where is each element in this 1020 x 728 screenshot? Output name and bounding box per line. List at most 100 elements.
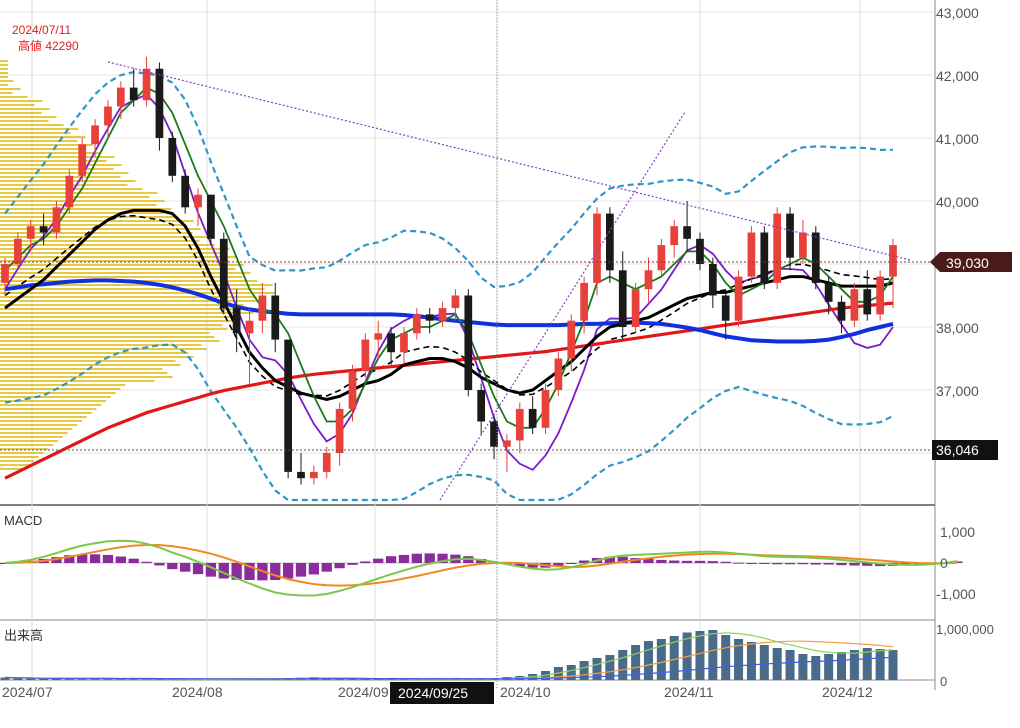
macd-histogram-bar [102, 554, 114, 563]
candle-body [606, 213, 614, 271]
volume-bar [566, 665, 576, 680]
candle-body [554, 358, 563, 390]
current-price-badge: 39,030 [930, 252, 1012, 272]
macd-histogram-bar [218, 563, 229, 579]
volume-profile-bar [0, 200, 165, 202]
volume-profile-bar [0, 288, 265, 290]
candle-body [876, 276, 884, 315]
candlesticks [1, 56, 897, 485]
volume-bar [13, 678, 23, 680]
candle-body [14, 238, 22, 264]
volume-profile-bar [0, 420, 82, 422]
candle-body [245, 320, 254, 334]
volume-profile-bar [0, 108, 50, 110]
volume-profile-bar [0, 224, 186, 226]
macd-histogram-bar [566, 563, 577, 564]
macd-histogram-bar [578, 560, 590, 563]
volume-bar [116, 679, 126, 680]
candle-body [181, 175, 190, 208]
candle-body [361, 339, 370, 372]
candle-body [760, 232, 769, 283]
volume-bar [129, 678, 139, 680]
volume-bar [811, 656, 821, 680]
macd-title: MACD [4, 513, 42, 528]
volume-profile-bar [0, 456, 39, 458]
volume-bar [90, 678, 100, 680]
volume-profile-bar [0, 208, 172, 210]
macd-histogram-bar [437, 553, 448, 563]
macd-histogram-bar [192, 563, 204, 575]
volume-profile-bar [0, 392, 116, 394]
volume-profile-bar [0, 152, 100, 154]
volume-profile-bar [0, 220, 194, 222]
macd-histogram-bar [244, 563, 255, 581]
macd-signal-line [4, 544, 958, 587]
candle-body [567, 320, 576, 359]
candle-body [258, 295, 267, 321]
volume-profile-bar [0, 464, 30, 466]
macd-histogram-bar [411, 553, 422, 563]
volume-profile-bar [0, 460, 34, 462]
macd-histogram-bar [849, 563, 860, 566]
volume-profile-bar [0, 408, 97, 410]
volume-profile-bar [0, 196, 150, 198]
volume-profile-bar [0, 416, 87, 418]
volume-profile-bar [0, 256, 237, 258]
volume-profile-bar [0, 324, 223, 326]
candle-body [490, 421, 498, 447]
volume-bar [862, 648, 872, 680]
macd-histogram-bar [360, 561, 371, 563]
macd-histogram-bar [141, 561, 152, 563]
volume-profile-bar [0, 244, 215, 246]
candle-body [618, 270, 627, 327]
candle-body [348, 371, 357, 409]
volume-profile-bar [0, 352, 189, 354]
candle-body [708, 264, 717, 296]
volume-profile-bar [0, 400, 106, 402]
volume-profile-bar [0, 348, 207, 350]
x-tick: 2024/07 [2, 684, 53, 700]
candle-body [194, 194, 202, 208]
volume-profile-bar [0, 268, 236, 270]
volume-profile-bar [0, 304, 244, 306]
support-badge: 36,046 [932, 440, 998, 460]
volume-profile-bar [0, 320, 241, 322]
volume-bar [656, 639, 666, 680]
x-tick: 2024/11 [664, 684, 714, 700]
volume-bar [167, 679, 177, 680]
volume-bar [759, 645, 769, 680]
volume-profile-bar [0, 336, 215, 338]
candle-body [142, 68, 151, 101]
macd-histogram-bar [308, 563, 320, 575]
ma-mid-dashed-line [4, 214, 894, 397]
volume-profile-bar [0, 236, 208, 238]
volume-profile-bar [0, 448, 49, 450]
volume-bar [26, 678, 36, 680]
volume-bar [618, 650, 628, 680]
candle-body [52, 207, 61, 233]
volume-profile-bar [0, 120, 49, 122]
macd-histogram-bar [810, 563, 821, 565]
resistance-trendline [107, 61, 911, 261]
volume-profile-bar [0, 160, 107, 162]
volume-bar [849, 650, 859, 680]
volume-profile-bar [0, 344, 202, 346]
macd-histogram-bar [424, 553, 435, 563]
macd-histogram-bar [270, 563, 281, 581]
volume-profile-bar [0, 368, 163, 370]
candle-body [528, 408, 537, 428]
y-tick: 37,000 [936, 383, 979, 399]
volume-profile-bar [0, 128, 79, 130]
candle-body [400, 333, 408, 353]
macd-histogram-bar [656, 559, 667, 563]
volume-profile-bar [0, 360, 176, 362]
candle-body [155, 68, 164, 138]
volume-profile-bar [0, 428, 73, 430]
bollinger-upper-band [4, 70, 894, 289]
sigma-band-line [4, 93, 894, 471]
y-tick: 43,000 [936, 5, 979, 21]
candle-body [786, 213, 794, 258]
candle-body [322, 453, 331, 472]
macd-histogram-bar [334, 563, 345, 569]
